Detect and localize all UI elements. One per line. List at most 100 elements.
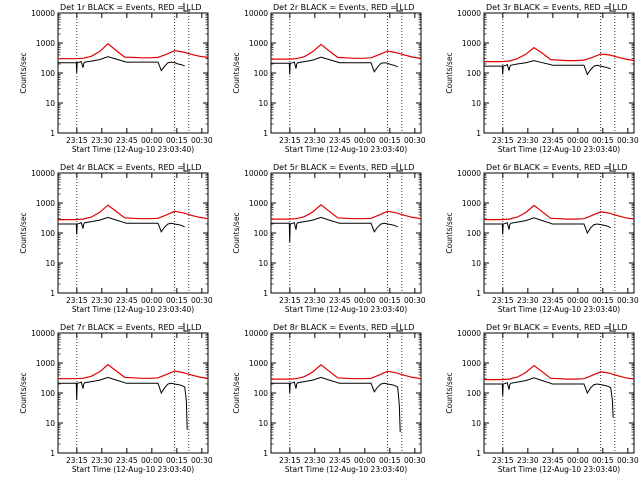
y-tick-label: 10000 — [31, 9, 55, 18]
y-tick-label: 100 — [41, 69, 56, 78]
y-tick-label: 100 — [467, 229, 482, 238]
y-tick-label: 1000 — [462, 199, 481, 208]
y-tick-label: 100 — [467, 389, 482, 398]
x-tick-label: 23:30 — [304, 456, 326, 465]
x-tick-label: 23:15 — [66, 296, 88, 305]
panel-title: Det 6r BLACK = Events, RED = LLD — [486, 163, 628, 172]
y-tick-label: 10 — [45, 419, 55, 428]
y-tick-label: 10000 — [457, 329, 481, 338]
x-tick-label: 00:15 — [592, 456, 614, 465]
x-tick-label: 23:30 — [304, 296, 326, 305]
x-tick-label: 00:15 — [379, 296, 401, 305]
y-tick-label: 1 — [263, 129, 268, 138]
legend-marker — [396, 163, 403, 172]
x-tick-label: 23:30 — [517, 456, 539, 465]
x-tick-label: 00:00 — [354, 136, 376, 145]
y-tick-label: 1 — [50, 129, 55, 138]
y-tick-label: 1000 — [462, 39, 481, 48]
plot-frame — [270, 12, 422, 134]
x-tick-label: 23:30 — [304, 136, 326, 145]
y-tick-label: 10 — [258, 99, 268, 108]
events-series-line — [484, 60, 611, 76]
y-axis-label: Counts/sec — [19, 212, 28, 253]
legend-marker — [609, 323, 616, 332]
x-tick-label: 00:15 — [166, 296, 188, 305]
x-tick-label: 23:15 — [492, 136, 514, 145]
y-tick-label: 1 — [476, 129, 481, 138]
x-tick-label: 00:15 — [166, 136, 188, 145]
y-tick-label: 10 — [45, 259, 55, 268]
panel-title: Det 4r BLACK = Events, RED = LLD — [60, 163, 202, 172]
x-tick-label: 00:30 — [404, 456, 426, 465]
x-tick-label: 23:45 — [329, 136, 351, 145]
x-tick-label: 00:30 — [191, 296, 213, 305]
plot-frame — [57, 172, 209, 294]
events-series-line — [58, 56, 185, 74]
x-axis-label: Start Time (12-Aug-10 23:03:40) — [498, 465, 620, 474]
y-tick-label: 100 — [254, 69, 269, 78]
y-tick-label: 1000 — [462, 359, 481, 368]
y-tick-label: 1000 — [36, 359, 55, 368]
legend-marker — [183, 163, 190, 172]
x-tick-label: 00:15 — [166, 456, 188, 465]
events-series-line — [271, 56, 398, 75]
x-tick-label: 00:00 — [354, 296, 376, 305]
detector-panel: Det 3r BLACK = Events, RED = LLD 1 10 100 10… — [445, 3, 639, 154]
events-series-line — [271, 216, 398, 243]
x-tick-label: 23:15 — [279, 296, 301, 305]
x-axis-label: Start Time (12-Aug-10 23:03:40) — [72, 465, 194, 474]
y-tick-label: 1000 — [36, 39, 55, 48]
x-axis-label: Start Time (12-Aug-10 23:03:40) — [498, 305, 620, 314]
x-tick-label: 00:00 — [141, 456, 163, 465]
events-series-line — [484, 217, 611, 235]
x-tick-label: 23:45 — [542, 136, 564, 145]
panel-title: Det 9r BLACK = Events, RED = LLD — [486, 323, 628, 332]
y-tick-label: 1000 — [249, 39, 268, 48]
x-tick-label: 00:30 — [617, 296, 639, 305]
y-tick-label: 10 — [471, 259, 481, 268]
detector-panel: Det 8r BLACK = Events, RED = LLD 1 10 100 10… — [232, 323, 426, 474]
x-axis-label: Start Time (12-Aug-10 23:03:40) — [72, 145, 194, 154]
legend-marker — [183, 323, 190, 332]
x-tick-label: 23:30 — [91, 296, 113, 305]
detector-panel: Det 9r BLACK = Events, RED = LLD 1 10 100 10… — [445, 323, 639, 474]
y-tick-label: 10000 — [457, 9, 481, 18]
y-tick-label: 1 — [476, 289, 481, 298]
x-tick-label: 00:00 — [141, 136, 163, 145]
y-tick-label: 10000 — [31, 329, 55, 338]
y-tick-label: 10 — [471, 99, 481, 108]
x-tick-label: 00:15 — [592, 296, 614, 305]
panel-title: Det 3r BLACK = Events, RED = LLD — [486, 3, 628, 12]
x-tick-label: 23:45 — [116, 296, 138, 305]
x-tick-label: 23:15 — [492, 296, 514, 305]
lld-series-line — [271, 364, 422, 380]
panel-title: Det 7r BLACK = Events, RED = LLD — [60, 323, 202, 332]
lld-series-line — [58, 204, 209, 221]
plot-frame — [57, 12, 209, 134]
legend-marker — [396, 3, 403, 12]
events-series-line — [271, 376, 401, 433]
y-axis-label: Counts/sec — [445, 52, 454, 93]
x-tick-label: 23:30 — [91, 456, 113, 465]
y-axis-label: Counts/sec — [445, 372, 454, 413]
lld-series-line — [271, 204, 422, 220]
y-axis-label: Counts/sec — [232, 372, 241, 413]
panel-title: Det 5r BLACK = Events, RED = LLD — [273, 163, 415, 172]
events-series-line — [58, 376, 188, 430]
x-tick-label: 23:15 — [492, 456, 514, 465]
y-tick-label: 1 — [263, 449, 268, 458]
x-tick-label: 00:15 — [379, 136, 401, 145]
events-series-line — [484, 377, 614, 418]
x-tick-label: 23:30 — [517, 296, 539, 305]
x-tick-label: 23:45 — [329, 296, 351, 305]
legend-marker — [609, 163, 616, 172]
panel-title: Det 2r BLACK = Events, RED = LLD — [273, 3, 415, 12]
plot-frame — [483, 12, 635, 134]
y-tick-label: 1000 — [36, 199, 55, 208]
lld-series-line — [58, 363, 209, 380]
x-tick-label: 23:45 — [329, 456, 351, 465]
lld-series-line — [484, 204, 635, 221]
y-tick-label: 1 — [50, 449, 55, 458]
legend-marker — [183, 3, 190, 12]
